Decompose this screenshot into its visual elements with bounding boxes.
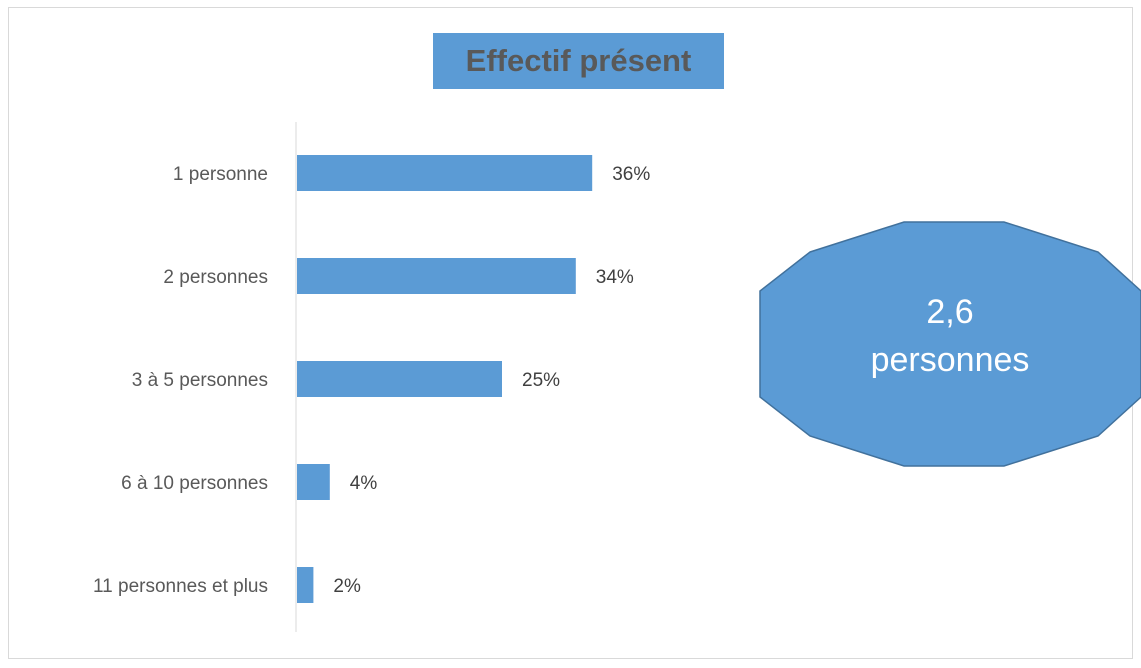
data-label: 4% — [350, 473, 378, 494]
category-tick-label: 1 personne — [173, 164, 268, 185]
bar — [297, 258, 576, 294]
bar — [297, 361, 502, 397]
bar — [297, 464, 330, 500]
data-label: 34% — [596, 267, 634, 288]
category-tick-label: 11 personnes et plus — [93, 576, 268, 597]
chart-title: Effectif présent — [465, 43, 692, 78]
bar — [297, 155, 593, 191]
category-tick-label: 2 personnes — [163, 267, 268, 288]
chart-title-box: Effectif présent — [433, 33, 724, 89]
data-label: 25% — [522, 370, 560, 391]
data-label: 2% — [333, 576, 361, 597]
data-label: 36% — [612, 164, 650, 185]
category-tick-label: 3 à 5 personnes — [132, 370, 268, 391]
bar — [297, 567, 314, 603]
average-callout-shape — [759, 221, 1141, 467]
category-tick-label: 6 à 10 personnes — [121, 473, 268, 494]
